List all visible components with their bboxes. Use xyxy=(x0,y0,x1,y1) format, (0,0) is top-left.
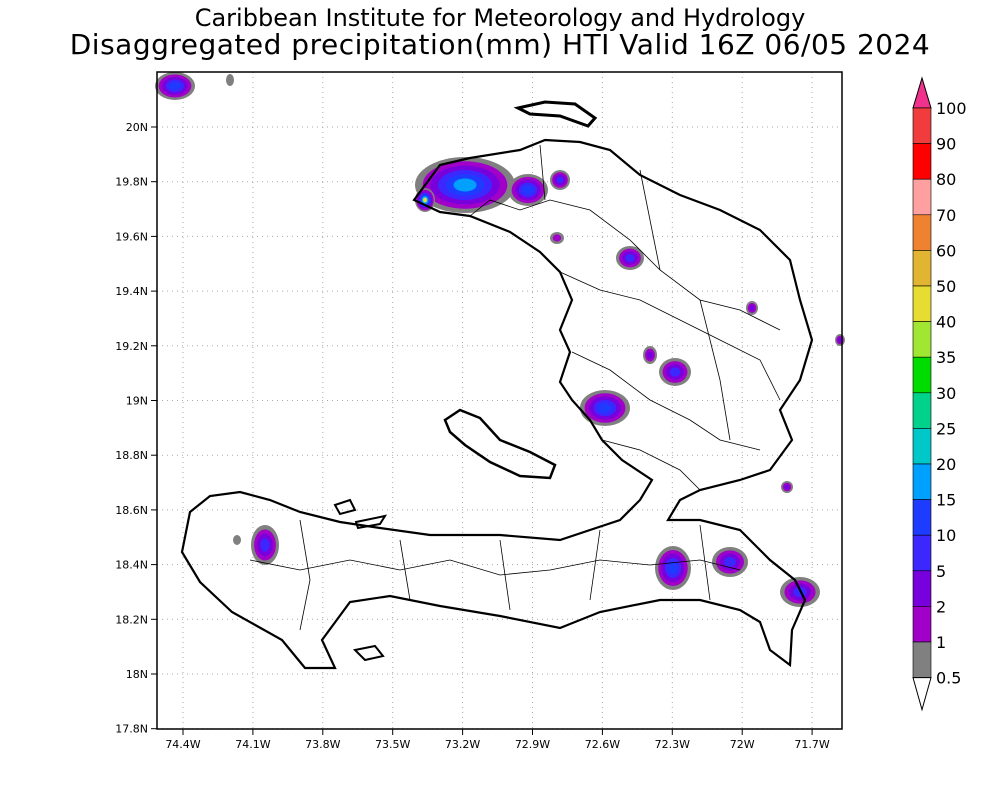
colorbar-label: 0.5 xyxy=(936,669,961,688)
colorbar-label: 80 xyxy=(936,170,956,189)
tortuga-island xyxy=(513,100,598,128)
lon-tick-label: 74.1W xyxy=(235,738,270,751)
rain-contour xyxy=(453,178,477,192)
rain-contour xyxy=(724,557,736,567)
lon-tick-label: 72W xyxy=(730,738,755,751)
rain-contour xyxy=(598,403,612,413)
lon-tick-label: 72.6W xyxy=(585,738,620,751)
lon-tick-label: 72.3W xyxy=(655,738,690,751)
colorbar-label: 60 xyxy=(936,241,956,260)
map-title-institution: Caribbean Institute for Meteorology and … xyxy=(194,4,806,32)
lat-tick-label: 19.2N xyxy=(115,340,148,353)
colorbar-label: 100 xyxy=(936,99,967,118)
colorbar-swatch xyxy=(912,428,932,465)
lat-tick-label: 18.6N xyxy=(115,504,148,517)
rain-contour xyxy=(423,197,427,203)
lon-tick-label: 73.8W xyxy=(305,738,340,751)
rain-contour xyxy=(552,234,562,242)
colorbar-swatch xyxy=(912,570,932,607)
lon-tick-label: 72.9W xyxy=(515,738,550,751)
colorbar-swatch xyxy=(912,107,932,144)
colorbar-label: 2 xyxy=(936,597,946,616)
colorbar-label: 50 xyxy=(936,277,956,296)
colorbar-swatch xyxy=(912,356,932,394)
colorbar-swatch xyxy=(912,250,932,287)
lat-tick-label: 17.8N xyxy=(115,723,148,736)
lon-tick-label: 73.5W xyxy=(375,738,410,751)
colorbar-swatch xyxy=(912,285,932,322)
lat-tick-label: 19N xyxy=(126,395,148,408)
coastline xyxy=(180,100,814,670)
colorbar-max-arrow xyxy=(912,76,932,109)
colorbar-label: 5 xyxy=(936,562,946,581)
lat-tick-label: 19.6N xyxy=(115,230,148,243)
colorbar-swatch xyxy=(912,534,932,572)
colorbar-label: 15 xyxy=(936,491,956,510)
internal-boundaries xyxy=(249,144,781,631)
vache-island xyxy=(352,644,385,662)
latitude-ticks: 20N 19.8N 19.6N 19.4N 19.2N 19N 18.8N 18.6N 18.4… xyxy=(115,121,157,736)
lat-tick-label: 19.8N xyxy=(115,176,148,189)
colorbar-label: 20 xyxy=(936,455,956,474)
rain-contour xyxy=(226,74,234,86)
lat-tick-label: 18N xyxy=(126,668,148,681)
rain-contour xyxy=(837,337,843,343)
colorbar-label: 25 xyxy=(936,419,956,438)
colorbar-label: 1 xyxy=(936,633,946,652)
rain-contour xyxy=(647,351,653,359)
colorbar-label: 10 xyxy=(936,526,956,545)
rain-areas xyxy=(155,72,845,607)
colorbar-label: 90 xyxy=(936,135,956,154)
colorbar-swatch xyxy=(912,321,932,358)
lat-tick-label: 20N xyxy=(126,121,148,134)
colorbar-swatch xyxy=(912,392,932,429)
longitude-ticks: 74.4W 74.1W 73.8W 73.5W 73.2W 72.9W 72.6W 72.3W… xyxy=(165,729,830,751)
colorbar-swatch xyxy=(912,463,932,500)
gonave-island xyxy=(443,408,557,480)
colorbar-swatch xyxy=(912,606,932,643)
cayemites-island xyxy=(333,498,388,530)
colorbar-label: 35 xyxy=(936,348,956,367)
colorbar-legend: 100 90 80 70 60 50 40 35 30 25 20 15 10 5 2 1 0.5 xyxy=(912,76,967,712)
rain-contour xyxy=(556,176,564,184)
colorbar-swatch xyxy=(912,641,932,678)
rain-contour xyxy=(233,535,241,545)
colorbar-swatch xyxy=(912,178,932,216)
colorbar-swatch xyxy=(912,143,932,180)
lat-tick-label: 18.4N xyxy=(115,559,148,572)
rain-contour xyxy=(522,185,534,195)
lon-tick-label: 73.2W xyxy=(445,738,480,751)
lon-tick-label: 71.7W xyxy=(794,738,829,751)
rain-contour xyxy=(169,82,181,90)
rain-contour xyxy=(260,538,270,552)
colorbar-label: 70 xyxy=(936,206,956,225)
rain-contour xyxy=(625,254,635,262)
rain-contour xyxy=(784,484,790,490)
colorbar-swatch xyxy=(912,499,932,536)
haiti-mainland xyxy=(180,138,814,670)
colorbar-min-arrow xyxy=(912,677,932,712)
rain-contour xyxy=(749,305,755,311)
colorbar-label: 30 xyxy=(936,384,956,403)
colorbar-swatch xyxy=(912,214,932,251)
lon-tick-label: 74.4W xyxy=(165,738,200,751)
colorbar-label: 40 xyxy=(936,313,956,332)
lat-tick-label: 18.2N xyxy=(115,613,148,626)
rain-contour xyxy=(669,367,681,377)
map-title-product: Disaggregated precipitation(mm) HTI Vali… xyxy=(69,28,931,61)
rain-contour xyxy=(668,562,678,574)
lat-tick-label: 18.8N xyxy=(115,449,148,462)
lat-tick-label: 19.4N xyxy=(115,285,148,298)
